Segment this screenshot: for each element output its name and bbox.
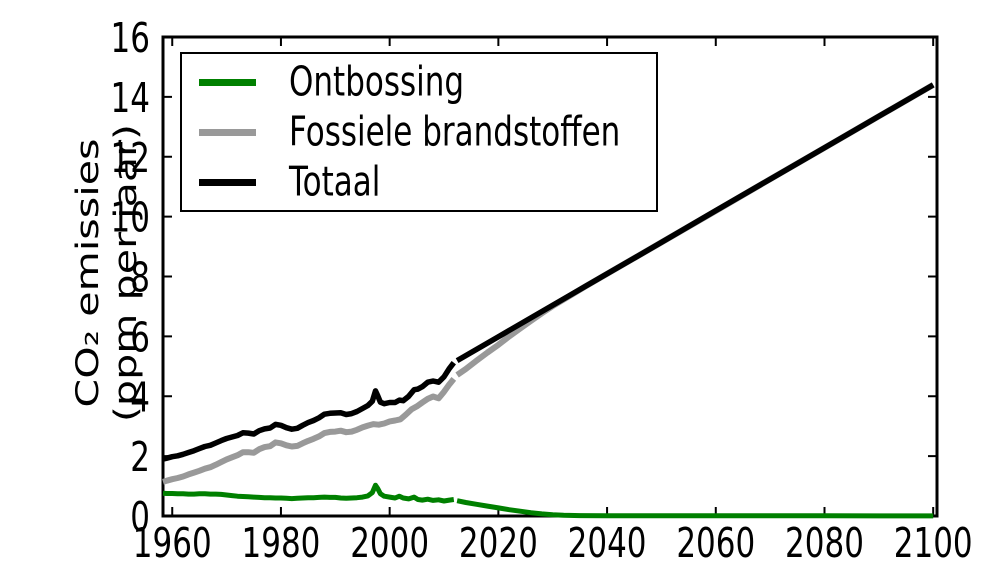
x-axis-tick-label: 2000 [350,519,429,568]
line-ontbossing-projection [456,498,934,519]
y-axis-tick-label: 12 [111,133,150,182]
legend-line-sample-totaal [199,178,256,186]
legend-line-sample-fossiele-brandstoffen [199,128,256,136]
legend-label-totaal: Totaal [289,158,381,206]
y-axis-tick-label: 2 [130,433,150,482]
x-axis-tick-label: 2040 [568,519,647,568]
y-axis-tick-label: 6 [130,313,150,362]
legend-item-fossiele-brandstoffen: Fossiele brandstoffen [182,107,656,157]
y-axis-tick-label: 14 [111,73,150,122]
x-axis-tick-label: 1980 [242,519,321,568]
y-axis-tick-label: 4 [130,373,150,422]
line-fossiele-brandstoffen-historical [162,377,457,485]
legend-item-ontbossing: Ontbossing [182,57,656,107]
x-axis-tick-label: 2080 [785,519,864,568]
legend: Ontbossing Fossiele brandstoffen Totaal [180,52,658,212]
legend-label-ontbossing: Ontbossing [289,58,465,106]
x-axis-tick-label: 2060 [676,519,755,568]
legend-label-fossiele-brandstoffen: Fossiele brandstoffen [289,108,621,156]
y-axis-tick-label: 0 [130,493,150,542]
x-axis-tick-label: 1960 [133,519,212,568]
y-axis-tick-label: 10 [111,193,150,242]
y-axis-tick-label: 8 [130,253,150,302]
y-axis-tick-label: 16 [111,14,150,63]
legend-line-sample-ontbossing [199,78,256,86]
line-ontbossing-historical [162,482,455,504]
y-axis-label-line1: CO₂ emissies [70,138,106,408]
y-axis-label-line2: (ppm per jaar) [108,123,144,423]
x-axis-tick-label: 2100 [894,519,973,568]
y-axis-label: CO₂ emissies (ppm per jaar) [69,87,145,459]
line-totaal-projection [455,82,935,363]
legend-item-totaal: Totaal [182,157,656,207]
line-totaal-historical [162,361,456,462]
x-axis-tick-label: 2020 [459,519,538,568]
